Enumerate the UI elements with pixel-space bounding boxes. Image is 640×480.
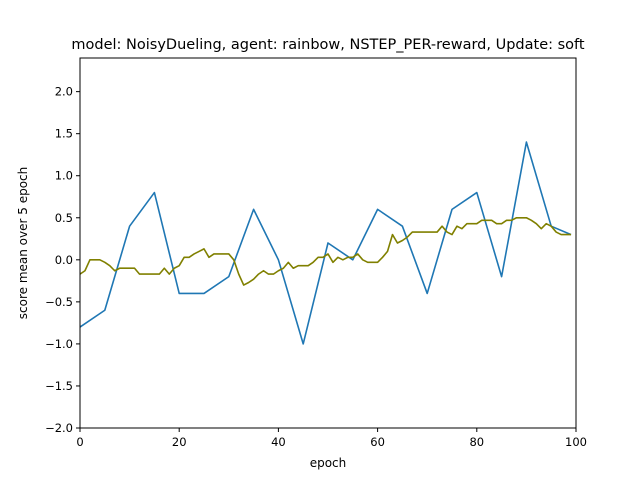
x-tick-label: 0	[76, 435, 83, 449]
series-line-1	[79, 141, 572, 345]
x-tick-label: 80	[469, 435, 484, 449]
y-tick-label: −0.5	[45, 295, 73, 309]
x-tick-label: 60	[370, 435, 385, 449]
series-line-2	[79, 216, 572, 286]
y-axis-label: score mean over 5 epoch	[16, 167, 30, 319]
y-tick-label: 0.0	[55, 253, 73, 267]
y-tick-label: −1.5	[45, 379, 73, 393]
y-tick-label: 0.5	[55, 211, 73, 225]
x-axis-label: epoch	[310, 456, 347, 470]
y-tick-label: 2.0	[55, 85, 73, 99]
chart-title: model: NoisyDueling, agent: rainbow, NST…	[71, 37, 584, 53]
x-tick-label: 40	[271, 435, 286, 449]
x-tick-label: 20	[172, 435, 187, 449]
plot-frame	[79, 57, 577, 429]
series-layer	[79, 141, 572, 345]
y-tick-label: −2.0	[45, 421, 73, 435]
y-tick-label: −1.0	[45, 337, 73, 351]
y-tick-label: 1.0	[55, 169, 73, 183]
x-tick-label: 100	[565, 435, 587, 449]
y-tick-label: 1.5	[55, 127, 73, 141]
ticks-layer: 0 20 40 60 80 100 −2.0 −1.5 −1.0 −0.5 0.0 0.5 1.0 1.5…	[45, 85, 587, 449]
